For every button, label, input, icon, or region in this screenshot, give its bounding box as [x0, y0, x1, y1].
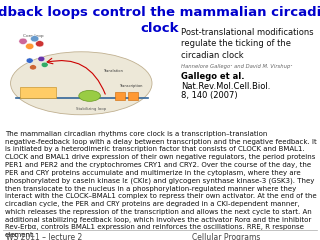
Circle shape — [29, 65, 36, 70]
Text: The mammalian circadian rhythms core clock is a transcription–translation negati: The mammalian circadian rhythms core clo… — [5, 131, 316, 238]
FancyBboxPatch shape — [115, 92, 124, 100]
Text: Gallego et al.: Gallego et al. — [181, 72, 244, 81]
Circle shape — [26, 43, 34, 49]
Circle shape — [19, 38, 27, 44]
Circle shape — [41, 62, 48, 67]
Ellipse shape — [11, 52, 152, 115]
Text: circadian clock: circadian clock — [181, 51, 244, 60]
Text: WS 2011 – lecture 2: WS 2011 – lecture 2 — [6, 233, 83, 240]
Text: Cellular Programs: Cellular Programs — [192, 233, 260, 240]
Text: Nat.Rev.Mol.Cell.Biol.: Nat.Rev.Mol.Cell.Biol. — [181, 82, 270, 91]
Text: Core loop: Core loop — [23, 34, 44, 38]
Text: Transcription: Transcription — [120, 84, 143, 88]
Text: V2: Feedback loops control the mammalian circadian core
clock: V2: Feedback loops control the mammalian… — [0, 6, 320, 35]
Text: Post-translational modifications: Post-translational modifications — [181, 28, 313, 36]
Circle shape — [30, 36, 39, 42]
Text: Hannelore Gallego¹ and David M. Virshup¹: Hannelore Gallego¹ and David M. Virshup¹ — [181, 64, 292, 69]
Circle shape — [36, 41, 44, 47]
Ellipse shape — [79, 90, 100, 101]
Text: 8, 140 (2007): 8, 140 (2007) — [181, 91, 237, 101]
FancyBboxPatch shape — [20, 87, 56, 98]
Text: Stabilizing loop: Stabilizing loop — [76, 107, 107, 111]
Circle shape — [38, 56, 45, 62]
Circle shape — [26, 58, 33, 63]
Text: Translation: Translation — [103, 69, 123, 72]
Text: regulate the ticking of the: regulate the ticking of the — [181, 39, 291, 48]
FancyBboxPatch shape — [128, 92, 138, 100]
